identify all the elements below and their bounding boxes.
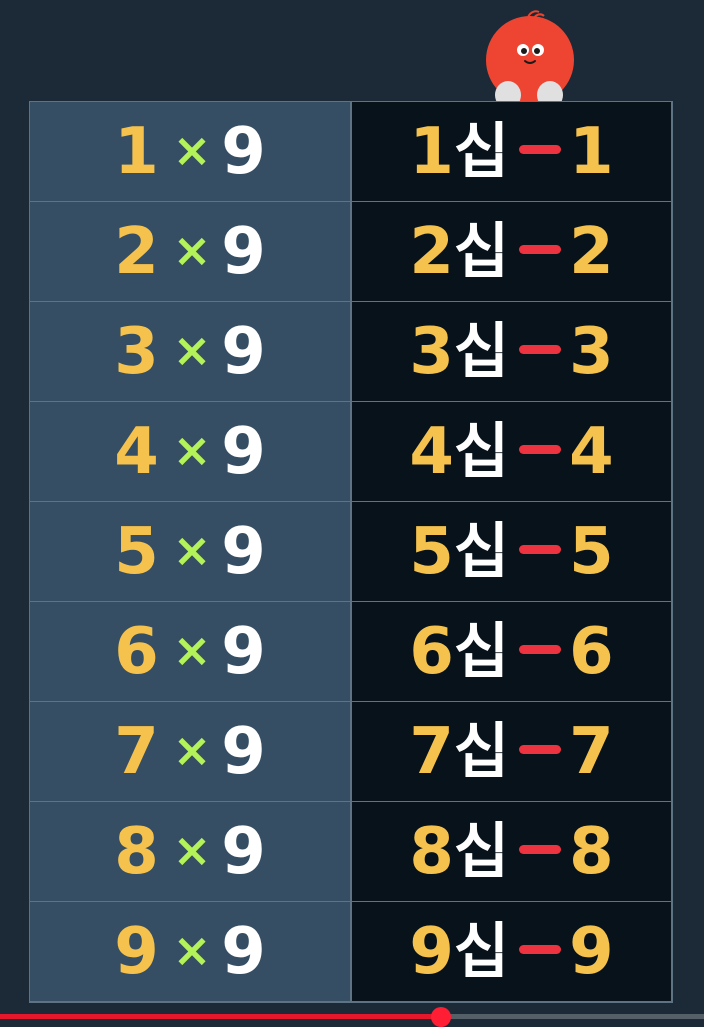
expression-cell: 1 × 9 <box>30 102 351 202</box>
multiplier-digit: 5 <box>114 514 159 589</box>
minus-sign-icon <box>519 245 562 254</box>
nine-digit: 9 <box>221 814 266 889</box>
video-progress-knob[interactable] <box>431 1007 452 1027</box>
nine-digit: 9 <box>221 214 266 289</box>
minus-sign-icon <box>519 345 562 354</box>
tens-digit: 3 <box>409 314 454 389</box>
multiplier-digit: 8 <box>114 814 159 889</box>
nine-digit: 9 <box>221 714 266 789</box>
subtract-digit: 9 <box>569 914 614 989</box>
minus-sign-icon <box>519 445 562 454</box>
times-sign: × <box>172 322 212 377</box>
sip-word: 십 <box>453 816 510 887</box>
times-sign: × <box>172 522 212 577</box>
tens-digit: 2 <box>409 214 454 289</box>
sip-word: 십 <box>453 316 510 387</box>
minus-sign-icon <box>519 645 562 654</box>
subtract-digit: 4 <box>569 414 614 489</box>
multiplier-digit: 4 <box>114 414 159 489</box>
subtract-digit: 7 <box>569 714 614 789</box>
expression-cell: 4 × 9 <box>30 402 351 502</box>
times-sign: × <box>172 122 212 177</box>
expression-cell: 8 × 9 <box>30 802 351 902</box>
multiplier-digit: 9 <box>114 914 159 989</box>
times-sign: × <box>172 222 212 277</box>
sip-word: 십 <box>453 616 510 687</box>
multiplication-table: 1 × 9 1 십 1 2 × 9 2 십 2 3 × 9 3 십 3 4 × 9 4 십 4 5 × 9 5 십 5 6 × 9 6 십 6 7 × 9 7… <box>29 101 673 1003</box>
minus-sign-icon <box>519 145 562 154</box>
subtract-digit: 3 <box>569 314 614 389</box>
sip-word: 십 <box>453 916 510 987</box>
nine-digit: 9 <box>221 314 266 389</box>
minus-sign-icon <box>519 945 562 954</box>
minus-sign-icon <box>519 745 562 754</box>
sip-word: 십 <box>453 416 510 487</box>
video-progress-fill <box>0 1014 442 1019</box>
multiplier-digit: 7 <box>114 714 159 789</box>
sip-word: 십 <box>453 116 510 187</box>
tens-digit: 8 <box>409 814 454 889</box>
expression-cell: 5 × 9 <box>30 502 351 602</box>
nine-digit: 9 <box>221 114 266 189</box>
tens-digit: 4 <box>409 414 454 489</box>
expression-cell: 7 × 9 <box>30 702 351 802</box>
nine-digit: 9 <box>221 614 266 689</box>
subtract-digit: 8 <box>569 814 614 889</box>
nine-digit: 9 <box>221 414 266 489</box>
tens-digit: 9 <box>409 914 454 989</box>
times-sign: × <box>172 822 212 877</box>
expression-cell: 2 × 9 <box>30 202 351 302</box>
expression-cell: 9 × 9 <box>30 902 351 1002</box>
video-progress-bar[interactable] <box>0 1007 704 1027</box>
subtract-digit: 2 <box>569 214 614 289</box>
subtract-digit: 1 <box>569 114 614 189</box>
times-sign: × <box>172 422 212 477</box>
multiplier-digit: 6 <box>114 614 159 689</box>
tens-digit: 5 <box>409 514 454 589</box>
times-sign: × <box>172 922 212 977</box>
tens-digit: 7 <box>409 714 454 789</box>
tens-digit: 1 <box>409 114 454 189</box>
nine-digit: 9 <box>221 914 266 989</box>
times-sign: × <box>172 722 212 777</box>
sip-word: 십 <box>453 516 510 587</box>
red-ball-mascot-icon <box>486 10 574 109</box>
multiplier-digit: 3 <box>114 314 159 389</box>
expression-cell: 3 × 9 <box>30 302 351 402</box>
tens-digit: 6 <box>409 614 454 689</box>
expression-cell: 6 × 9 <box>30 602 351 702</box>
subtract-digit: 6 <box>569 614 614 689</box>
subtract-digit: 5 <box>569 514 614 589</box>
sip-word: 십 <box>453 216 510 287</box>
times-sign: × <box>172 622 212 677</box>
minus-sign-icon <box>519 845 562 854</box>
multiplier-digit: 2 <box>114 214 159 289</box>
nine-digit: 9 <box>221 514 266 589</box>
sip-word: 십 <box>453 716 510 787</box>
minus-sign-icon <box>519 545 562 554</box>
multiplier-digit: 1 <box>114 114 159 189</box>
